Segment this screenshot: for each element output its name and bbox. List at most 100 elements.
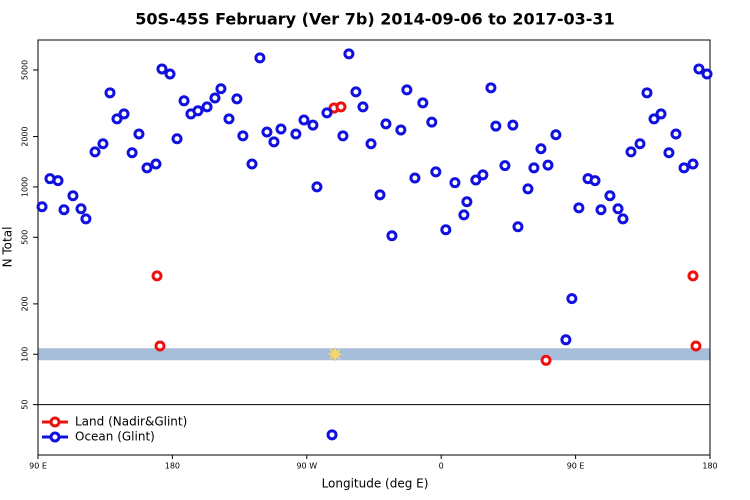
x-tick-label: 180 <box>165 462 180 471</box>
data-point <box>655 108 667 120</box>
data-point <box>150 158 162 170</box>
data-point <box>477 169 489 181</box>
data-point <box>254 52 266 64</box>
data-point <box>374 189 386 201</box>
data-point <box>126 147 138 159</box>
data-point <box>58 204 70 216</box>
y-tick-label: 50 <box>21 400 30 410</box>
data-point <box>499 160 511 172</box>
data-point <box>693 63 705 75</box>
data-point <box>573 202 585 214</box>
data-point <box>111 113 123 125</box>
data-point <box>201 101 213 113</box>
data-point <box>350 86 362 98</box>
data-point <box>151 270 163 282</box>
data-point <box>595 204 607 216</box>
y-tick-label: 500 <box>21 230 30 245</box>
data-point <box>104 87 116 99</box>
data-point <box>215 83 227 95</box>
x-tick-label: 90 E <box>29 462 47 471</box>
y-tick-label: 100 <box>21 347 30 362</box>
data-point <box>36 201 48 213</box>
data-point <box>612 203 624 215</box>
data-point <box>307 119 319 131</box>
highlight-marker <box>327 346 343 363</box>
legend-label: Land (Nadir&Glint) <box>75 415 187 429</box>
data-point <box>690 340 702 352</box>
data-point <box>687 158 699 170</box>
data-point <box>97 138 109 150</box>
data-point <box>321 107 333 119</box>
data-point <box>426 116 438 128</box>
data-point <box>540 354 552 366</box>
plot-frame <box>37 39 711 456</box>
data-point <box>701 68 713 80</box>
data-point <box>625 146 637 158</box>
data-point <box>589 175 601 187</box>
x-axis-label: Longitude (deg E) <box>322 477 429 491</box>
data-point <box>141 162 153 174</box>
data-point <box>617 213 629 225</box>
data-point <box>678 162 690 174</box>
data-point <box>458 209 470 221</box>
data-point <box>560 334 572 346</box>
data-point <box>507 119 519 131</box>
data-point <box>80 213 92 225</box>
reference-band <box>38 348 710 361</box>
data-point <box>440 224 452 236</box>
chart-title: 50S-45S February (Ver 7b) 2014-09-06 to … <box>135 10 614 29</box>
data-point <box>75 203 87 215</box>
x-tick-label: 90 E <box>567 462 585 471</box>
y-tick-label: 1000 <box>21 177 30 197</box>
data-point <box>290 128 302 140</box>
data-point <box>326 429 338 441</box>
x-tick-label: 180 <box>702 462 717 471</box>
y-tick-label: 200 <box>21 296 30 311</box>
data-point <box>275 123 287 135</box>
data-point <box>648 113 660 125</box>
data-point <box>395 124 407 136</box>
data-point <box>52 175 64 187</box>
data-point <box>380 118 392 130</box>
data-point <box>337 130 349 142</box>
data-point <box>261 126 273 138</box>
legend-marker <box>49 416 61 428</box>
data-point <box>192 105 204 117</box>
data-point <box>409 172 421 184</box>
data-point <box>663 147 675 159</box>
legend-label: Ocean (Glint) <box>75 430 155 444</box>
data-point <box>164 68 176 80</box>
x-tick-label: 0 <box>439 462 444 471</box>
data-point <box>535 143 547 155</box>
data-point <box>237 130 249 142</box>
data-point <box>386 230 398 242</box>
data-point <box>461 196 473 208</box>
data-point <box>485 82 497 94</box>
data-point <box>641 87 653 99</box>
data-point <box>634 138 646 150</box>
data-point <box>89 146 101 158</box>
data-point <box>67 190 79 202</box>
data-point <box>171 133 183 145</box>
data-point <box>365 138 377 150</box>
data-point <box>542 159 554 171</box>
data-point <box>566 293 578 305</box>
y-tick-label: 5000 <box>21 60 30 80</box>
x-tick-label: 90 W <box>296 462 317 471</box>
data-point <box>154 340 166 352</box>
data-point <box>311 181 323 193</box>
y-tick-label: 2000 <box>21 126 30 146</box>
data-point <box>268 136 280 148</box>
data-point <box>343 48 355 60</box>
data-point <box>401 84 413 96</box>
data-point <box>209 92 221 104</box>
data-point <box>118 108 130 120</box>
legend-marker <box>49 431 61 443</box>
y-axis-label: N Total <box>1 227 15 268</box>
data-point <box>449 177 461 189</box>
data-point <box>512 221 524 233</box>
data-point <box>357 101 369 113</box>
data-point <box>490 120 502 132</box>
data-point <box>178 95 190 107</box>
